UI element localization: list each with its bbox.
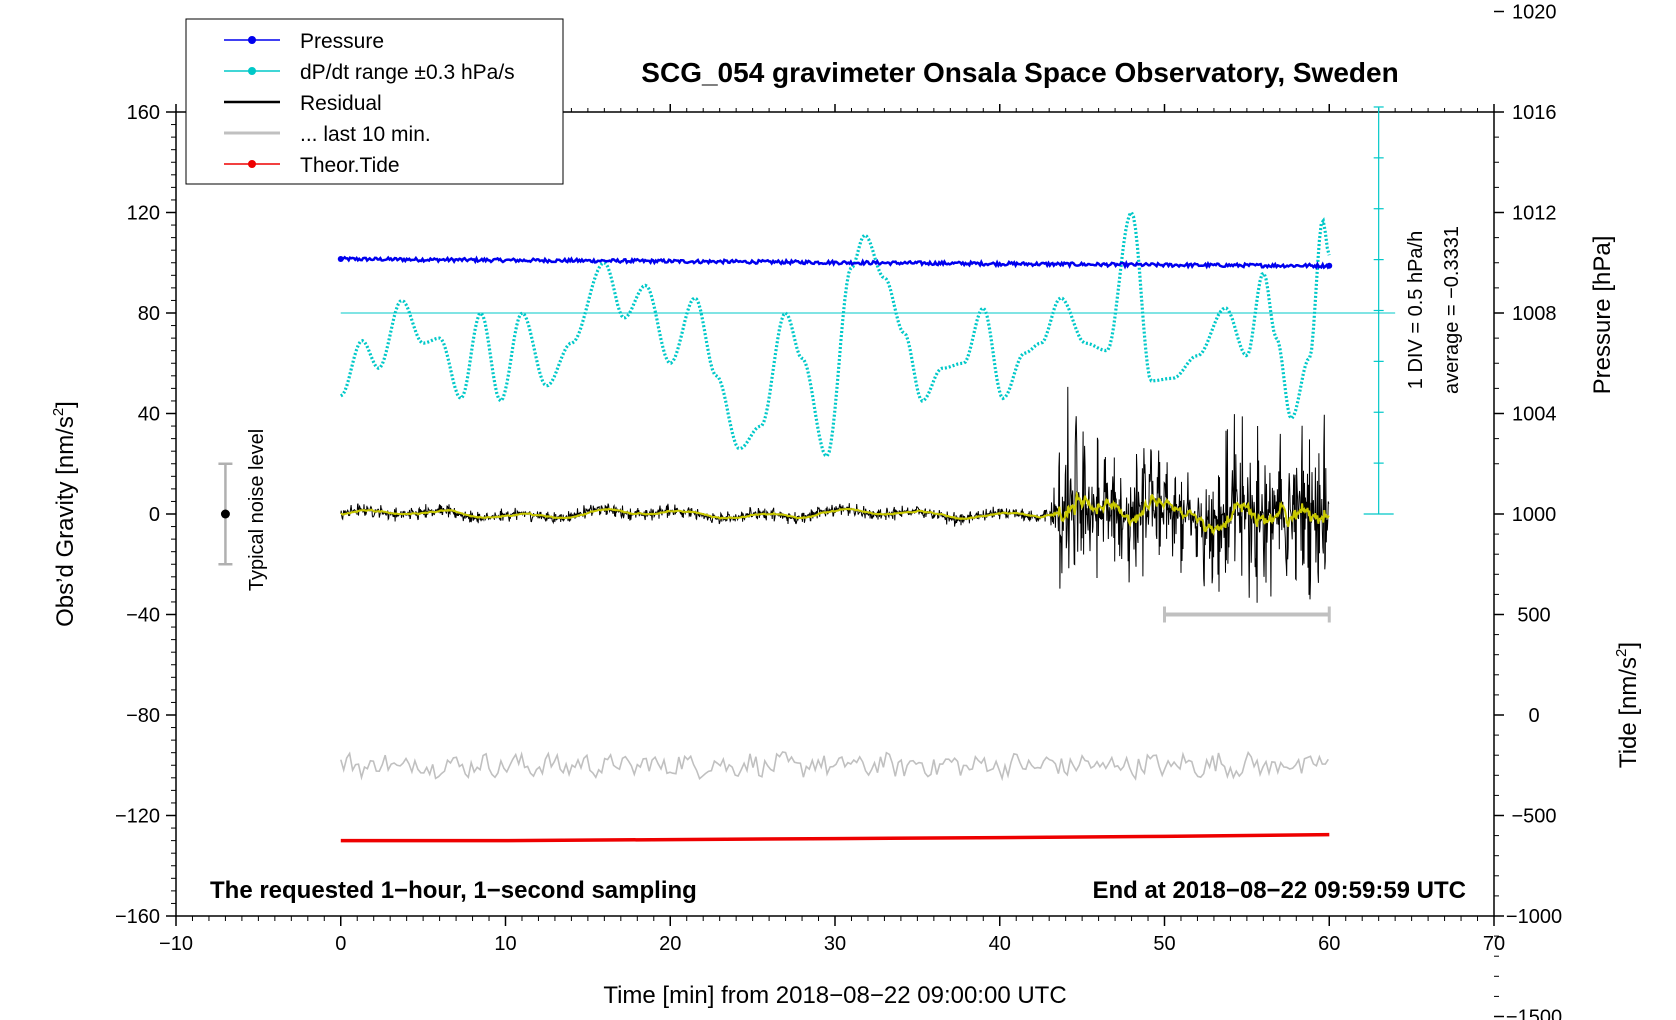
residual-filtered-line — [340, 490, 1330, 536]
x-tick-label: 10 — [494, 933, 516, 955]
legend-marker-dpdt — [248, 67, 256, 75]
legend-marker-tide — [248, 160, 256, 168]
y-tick-label: −40 — [126, 605, 160, 627]
x-tick-label: 30 — [824, 933, 846, 955]
legend-label-dpdt: dP/dt range ±0.3 hPa/s — [300, 61, 515, 84]
y-axis-label-tide-sup: 2 — [1613, 649, 1630, 657]
y-axis-label-main: Obs’d Gravity [nm/s2] — [50, 401, 79, 627]
pressure-tick-label: 1016 — [1512, 102, 1557, 124]
y-axis-label-main-text: Obs’d Gravity [nm/s — [52, 416, 79, 627]
tide-tick-label: 0 — [1528, 705, 1539, 727]
y-tick-label: 160 — [127, 102, 160, 124]
legend-label-last10: ... last 10 min. — [300, 123, 431, 146]
x-tick-label: 70 — [1483, 933, 1505, 955]
pressure-end-point — [1326, 262, 1333, 269]
tide-tick-label: −500 — [1511, 806, 1556, 828]
y-tick-label: 80 — [138, 303, 160, 325]
x-tick-label: −10 — [159, 933, 193, 955]
y-tick-label: −80 — [126, 705, 160, 727]
series-layer — [218, 106, 1396, 843]
x-tick-label: 20 — [659, 933, 681, 955]
chart-title: SCG_054 gravimeter Onsala Space Observat… — [641, 57, 1398, 88]
y-axis-label-tide: Tide [nm/s2] — [1613, 642, 1642, 768]
dpdt-scale-label1: 1 DIV = 0.5 hPa/h — [1405, 231, 1427, 389]
legend-label-pressure: Pressure — [300, 30, 384, 53]
y-axis-label-tide-text: Tide [nm/s — [1615, 657, 1642, 768]
axes-layer: −10 0 10 20 30 40 50 60 7016012080400−40−80−120−… — [115, 2, 1562, 1020]
pressure-tick-label: 1012 — [1512, 203, 1557, 225]
note-left: The requested 1−hour, 1−second sampling — [210, 877, 697, 904]
tide-tick-label: 500 — [1517, 605, 1550, 627]
noise-level-label: Typical noise level — [246, 429, 268, 591]
pressure-tick-label: 1008 — [1512, 303, 1557, 325]
y-tick-label: −160 — [115, 906, 160, 928]
y-axis-label-main-tail: ] — [52, 401, 79, 408]
x-tick-label: 0 — [335, 933, 346, 955]
tide-tick-label: 1000 — [1512, 504, 1557, 526]
y-tick-label: 40 — [138, 404, 160, 426]
x-axis-label: Time [min] from 2018−08−22 09:00:00 UTC — [603, 982, 1066, 1009]
x-tick-label: 40 — [989, 933, 1011, 955]
tide-tick-label: −1500 — [1506, 1007, 1562, 1020]
pressure-start-point — [337, 255, 344, 262]
legend: Pressure dP/dt range ±0.3 hPa/s Residual… — [185, 18, 564, 185]
legend-marker-pressure — [248, 36, 256, 44]
pressure-series-line — [339, 255, 1331, 270]
tide-series-line — [340, 832, 1330, 843]
noise-point — [220, 509, 230, 519]
y-axis-label-tide-tail: ] — [1615, 642, 1642, 649]
tide-tick-label: −1000 — [1506, 906, 1562, 928]
y-tick-label: 120 — [127, 203, 160, 225]
x-tick-label: 60 — [1318, 933, 1340, 955]
legend-label-residual: Residual — [300, 92, 382, 115]
pressure-tick-label: 1004 — [1512, 404, 1557, 426]
pressure-tick-label: 1020 — [1512, 2, 1557, 24]
note-right: End at 2018−08−22 09:59:59 UTC — [1092, 877, 1466, 904]
x-tick-label: 50 — [1153, 933, 1175, 955]
y-tick-label: −120 — [115, 806, 160, 828]
y-tick-label: 0 — [149, 504, 160, 526]
dpdt-scale-label2: average = −0.3331 — [1441, 226, 1463, 394]
y-axis-label-main-sup: 2 — [50, 408, 67, 416]
y-axis-label-pressure: Pressure [hPa] — [1589, 236, 1616, 395]
last10-series-line — [340, 750, 1329, 782]
legend-label-tide: Theor.Tide — [300, 154, 400, 177]
